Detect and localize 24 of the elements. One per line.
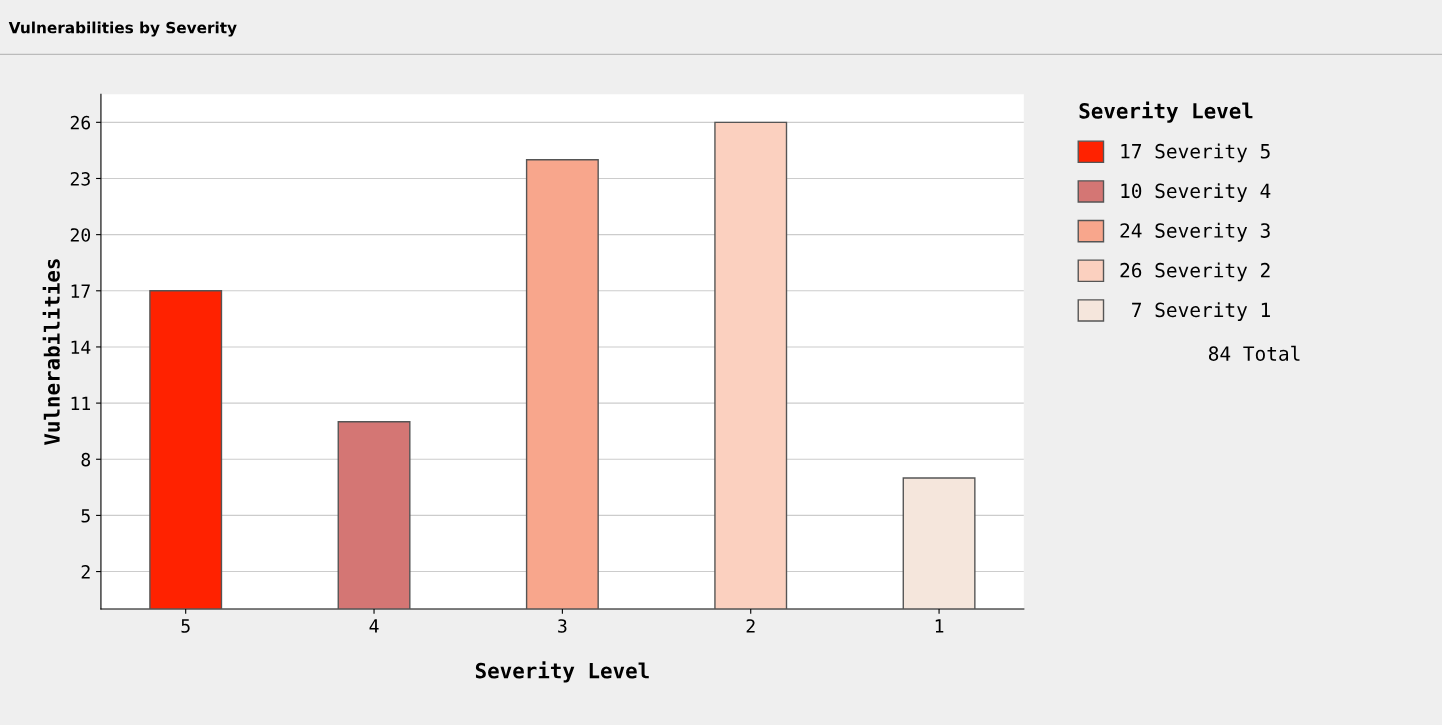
y-tick-label: 11 <box>71 396 90 411</box>
text: 84 Total <box>1208 345 1300 361</box>
chart-title: Vulnerabilities by Severity <box>8 21 237 37</box>
legend-title: Severity Level <box>1079 101 1253 123</box>
legend-label: 17 Severity 5 <box>1121 143 1270 163</box>
y-axis-title: Vulnerabilities <box>42 259 60 446</box>
y-tick-label: 14 <box>71 340 91 354</box>
x-tick-label: 2 <box>746 619 755 633</box>
legend-label: 10 Severity 4 <box>1121 183 1271 202</box>
x-tick-label: 1 <box>935 619 944 633</box>
y-tick-label: 23 <box>70 171 90 186</box>
y-tick-label: 2 <box>81 565 90 579</box>
y-tick-label: 5 <box>81 509 90 523</box>
x-tick-label: 3 <box>558 619 567 633</box>
x-tick-label: 4 <box>369 619 379 633</box>
x-axis-title: Severity Level <box>475 661 649 683</box>
legend-label: 24 Severity 3 <box>1120 222 1270 242</box>
y-tick-label: 26 <box>70 115 91 130</box>
legend-label: 26 Severity 2 <box>1120 262 1270 282</box>
y-tick-label: 8 <box>81 452 91 467</box>
legend-label: 7 Severity 1 <box>1132 302 1270 321</box>
x-tick-label: 5 <box>181 619 190 633</box>
y-tick-label: 17 <box>71 284 90 298</box>
y-tick-label: 20 <box>70 228 91 242</box>
